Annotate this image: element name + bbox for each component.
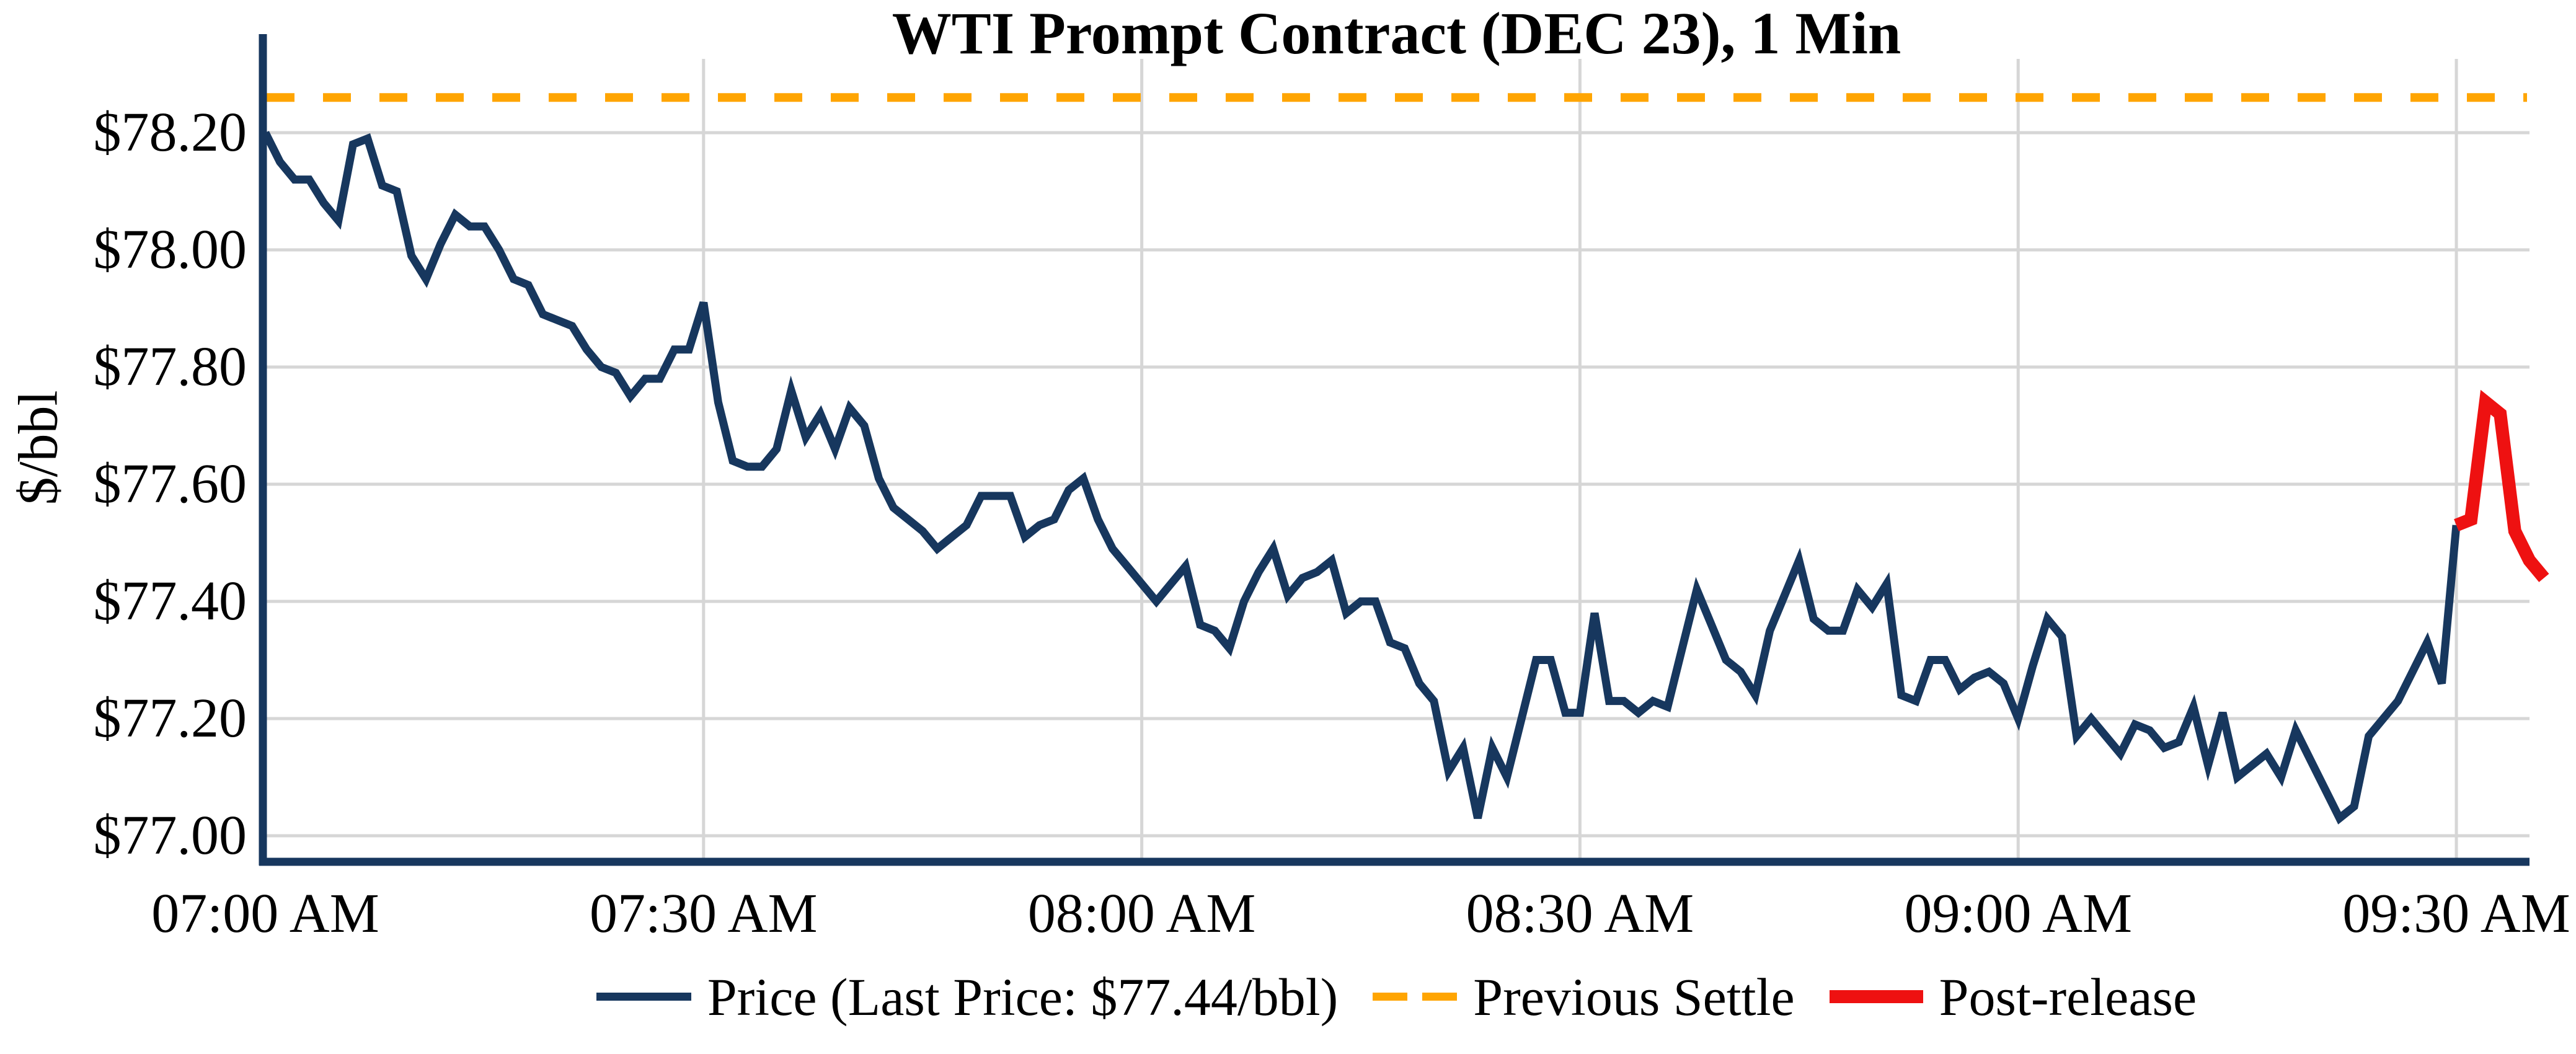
y-tick-label: $77.40 bbox=[93, 570, 247, 632]
post-release-line bbox=[2454, 389, 2549, 582]
legend: Price (Last Price: $77.44/bbl) Previous … bbox=[263, 961, 2530, 1032]
price-line bbox=[262, 131, 2461, 825]
x-tick-label: 09:30 AM bbox=[2342, 883, 2570, 944]
legend-price-label: Price (Last Price: $77.44/bbl) bbox=[707, 967, 1339, 1027]
chart-title: WTI Prompt Contract (DEC 23), 1 Min bbox=[892, 0, 1901, 66]
legend-settle-label: Previous Settle bbox=[1473, 967, 1795, 1027]
legend-post-line-icon bbox=[1829, 990, 1923, 1003]
legend-price-line-icon bbox=[596, 993, 691, 1001]
y-tick-label: $77.80 bbox=[93, 336, 247, 397]
y-tick-label: $77.20 bbox=[93, 688, 247, 749]
y-tick-label: $78.20 bbox=[93, 102, 247, 163]
y-tick-label: $77.60 bbox=[93, 453, 247, 515]
x-tick-label: 07:30 AM bbox=[590, 883, 818, 944]
y-tick-label: $77.00 bbox=[93, 805, 247, 866]
x-tick-label: 07:00 AM bbox=[151, 883, 379, 944]
y-tick-label: $78.00 bbox=[93, 219, 247, 280]
x-tick-label: 08:30 AM bbox=[1466, 883, 1694, 944]
x-tick-label: 08:00 AM bbox=[1027, 883, 1256, 944]
x-tick-label: 09:00 AM bbox=[1904, 883, 2133, 944]
legend-settle-dash-icon bbox=[1373, 993, 1458, 1001]
legend-post-label: Post-release bbox=[1939, 967, 2197, 1027]
